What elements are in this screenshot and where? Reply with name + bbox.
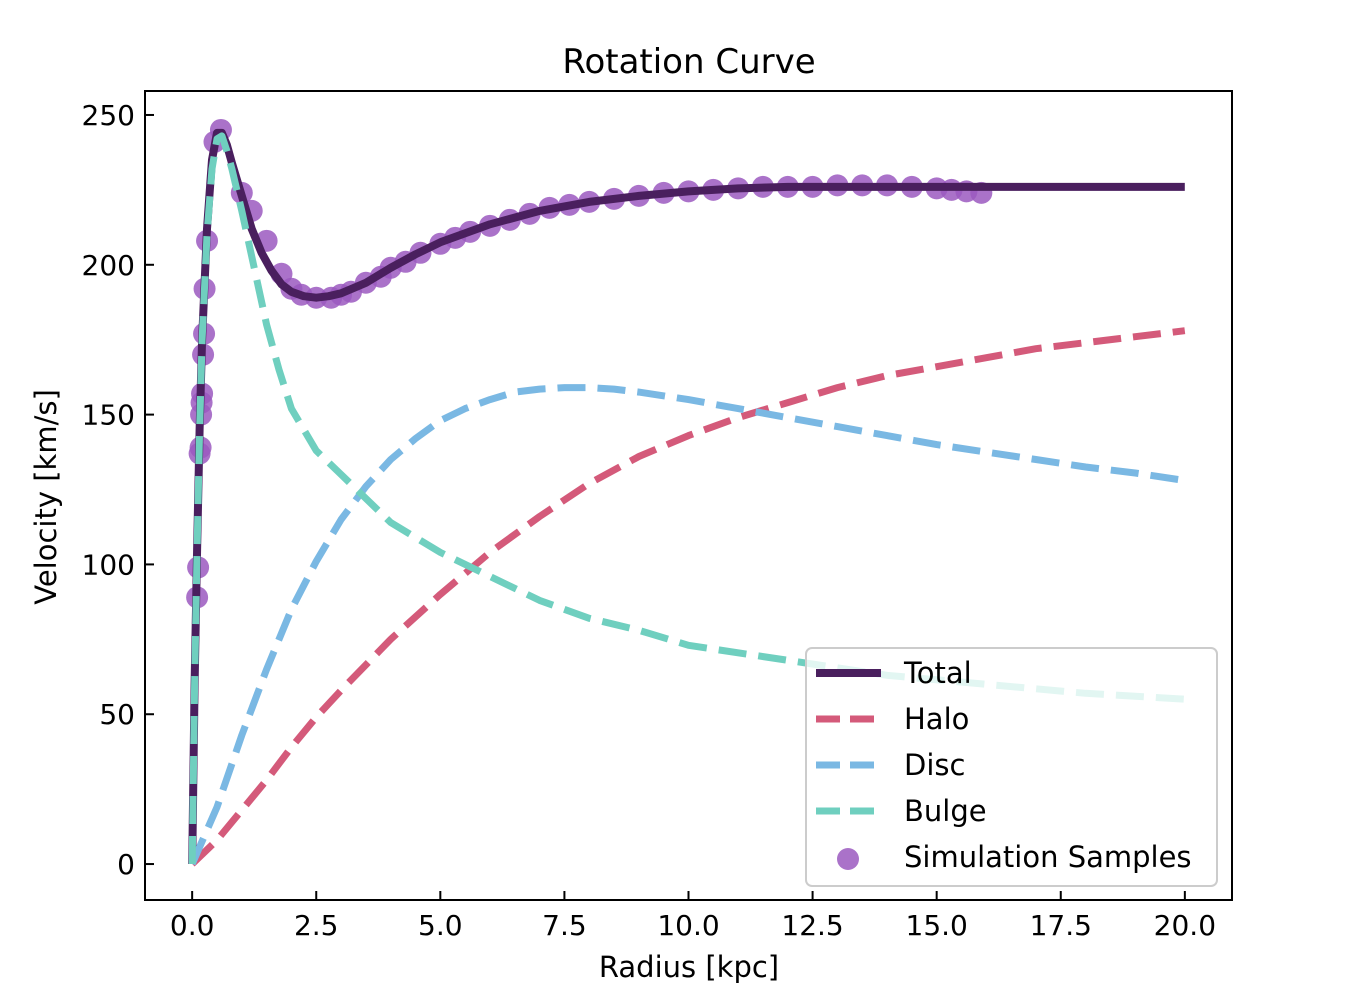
x-axis-label: Radius [kpc] xyxy=(599,950,779,984)
series-line-halo xyxy=(189,327,1186,867)
x-tick-label: 7.5 xyxy=(542,909,587,942)
x-tick-label: 12.5 xyxy=(781,909,843,942)
x-tick-label: 5.0 xyxy=(418,909,463,942)
legend-label-total: Total xyxy=(903,656,972,690)
y-tick-label: 50 xyxy=(99,698,135,731)
x-tick-label: 0.0 xyxy=(170,909,215,942)
series-line-total xyxy=(188,128,1185,865)
plot-area xyxy=(144,90,1233,901)
x-tick-label: 10.0 xyxy=(657,909,719,942)
x-tick-label: 20.0 xyxy=(1154,909,1216,942)
y-axis-label: Velocity [km/s] xyxy=(29,389,63,605)
y-tick-label: 150 xyxy=(82,399,135,432)
axis-ticks: 0.0 2.5 5.0 7.5 10.0 12.5 15.0 17.5 20.0 0 50 100 15… xyxy=(82,99,1216,942)
chart-title: Rotation Curve xyxy=(562,42,815,82)
x-tick-label: 17.5 xyxy=(1030,909,1092,942)
y-tick-label: 0 xyxy=(117,848,135,881)
x-tick-label: 2.5 xyxy=(294,909,339,942)
x-tick-label: 15.0 xyxy=(906,909,968,942)
y-tick-label: 200 xyxy=(82,249,135,282)
legend-label-disc: Disc xyxy=(904,748,965,782)
plot-content xyxy=(186,118,1186,867)
legend-marker-simulation-samples xyxy=(837,848,859,870)
legend-label-halo: Halo xyxy=(904,702,969,736)
legend-label-simulation-samples: Simulation Samples xyxy=(904,840,1192,874)
y-tick-label: 250 xyxy=(82,99,135,132)
series-simulation-samples xyxy=(186,118,993,609)
legend: Total Halo Disc Bulge Simulation Samples xyxy=(805,647,1218,887)
y-tick-label: 100 xyxy=(82,548,135,581)
legend-label-bulge: Bulge xyxy=(904,794,987,828)
series-line-bulge xyxy=(188,132,1186,865)
legend-box xyxy=(805,647,1218,887)
